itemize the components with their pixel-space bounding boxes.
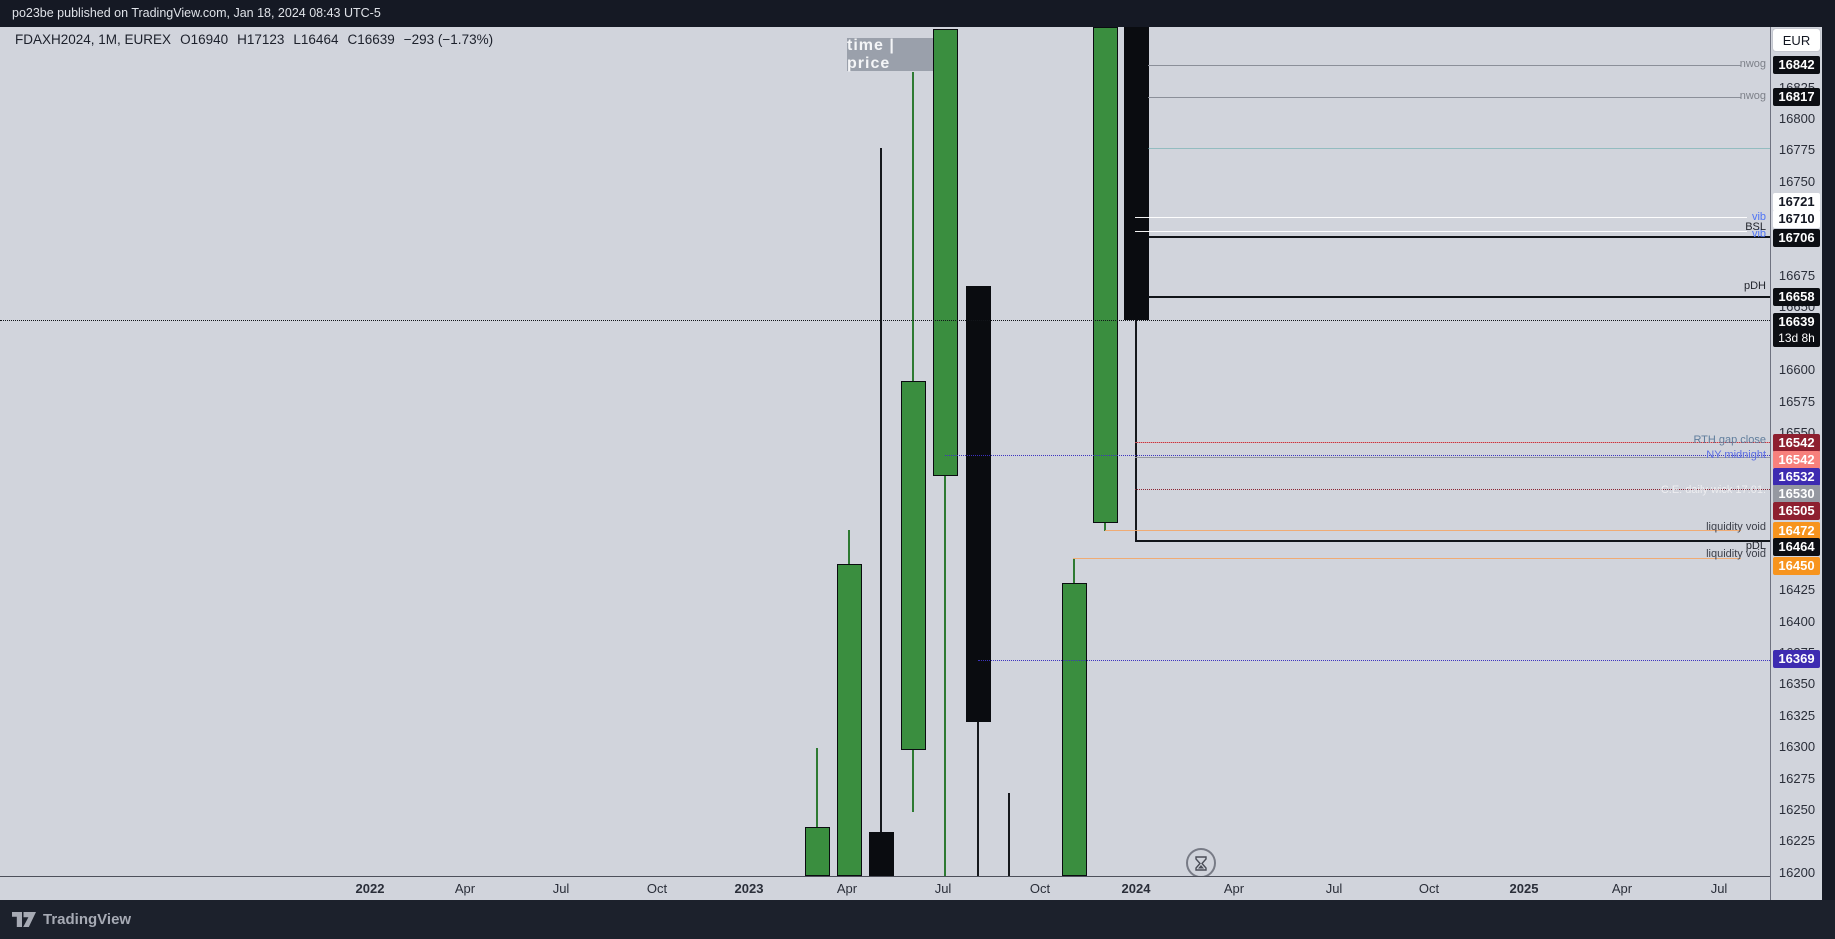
price-axis[interactable]: EUR 168251680016775167501667516650166001… (1770, 27, 1822, 900)
time-axis-label: Oct (1394, 877, 1464, 900)
countdown-text: 13d 8h (1773, 331, 1820, 345)
line-label: liquidity void (1466, 549, 1766, 560)
price-axis-tick: 16325 (1771, 708, 1823, 723)
price-badge: 1663913d 8h (1773, 313, 1820, 347)
time-axis-label: Oct (622, 877, 692, 900)
candle-body (933, 29, 958, 476)
price-badge: 16710 (1773, 210, 1820, 228)
price-axis-tick: 16225 (1771, 833, 1823, 848)
tradingview-brand[interactable]: TradingView (43, 911, 131, 928)
time-axis-label: Jul (1299, 877, 1369, 900)
line-label: RTH gap close (1466, 435, 1766, 446)
time-axis-label: 2023 (714, 877, 784, 900)
candle-wick (880, 148, 882, 876)
price-axis-tick: 16425 (1771, 582, 1823, 597)
time-axis-label: Apr (430, 877, 500, 900)
footer-bar: TradingView (0, 900, 1835, 939)
time-axis-label: 2024 (1101, 877, 1171, 900)
time-axis-label: 2025 (1489, 877, 1559, 900)
candle-body (1093, 27, 1118, 523)
price-axis-tick: 16200 (1771, 865, 1823, 880)
candle-body (869, 832, 894, 876)
price-badge: 16542 (1773, 434, 1820, 452)
price-axis-tick: 16775 (1771, 142, 1823, 157)
line-label: pDH (1466, 281, 1766, 292)
tradingview-published-chart: po23be published on TradingView.com, Jan… (0, 0, 1835, 939)
time-axis[interactable]: 2022 Apr Jul Oct 2023 Apr Jul Oct 2024 Apr Jul Oct 2… (0, 876, 1822, 900)
symbol-legend[interactable]: FDAXH2024, 1M, EUREX O16940 H17123 L16464 C1… (15, 32, 502, 47)
price-badge: 16530 (1773, 485, 1820, 503)
price-badge: 16842 (1773, 56, 1820, 74)
candle-body (805, 827, 830, 876)
currency-button[interactable]: EUR (1773, 29, 1820, 51)
price-axis-tick: 16300 (1771, 739, 1823, 754)
price-axis-tick: 16675 (1771, 268, 1823, 283)
watermark-text: time | price (847, 37, 933, 73)
publish-bar: po23be published on TradingView.com, Jan… (0, 0, 1835, 27)
price-line (1148, 148, 1770, 149)
price-axis-tick: 16275 (1771, 771, 1823, 786)
tradingview-logo-icon (12, 912, 36, 927)
price-axis-tick: 16575 (1771, 394, 1823, 409)
time-price-watermark: time | price (847, 38, 933, 71)
hourglass-icon (1195, 856, 1207, 871)
time-axis-label: Apr (1587, 877, 1657, 900)
price-badge: 16721 (1773, 193, 1820, 211)
candle-body (1062, 583, 1087, 876)
price-axis-tick: 16800 (1771, 111, 1823, 126)
price-badge: 16532 (1773, 468, 1820, 486)
price-axis-tick: 16250 (1771, 802, 1823, 817)
time-axis-label: Jul (1684, 877, 1754, 900)
price-axis-tick: 16350 (1771, 676, 1823, 691)
price-badge: 16817 (1773, 88, 1820, 106)
legend-symbol: FDAXH2024, 1M, EUREX (15, 32, 171, 47)
price-axis-tick: 16600 (1771, 362, 1823, 377)
price-badge: 16658 (1773, 288, 1820, 306)
line-label: nwog (1466, 59, 1766, 70)
time-axis-label: Apr (812, 877, 882, 900)
time-axis-label: Jul (526, 877, 596, 900)
time-axis-label: Apr (1199, 877, 1269, 900)
price-badge: 16369 (1773, 650, 1820, 668)
legend-low: L16464 (293, 32, 338, 47)
candle-body (966, 286, 991, 722)
candle-body (901, 381, 926, 750)
publish-text: po23be published on TradingView.com, Jan… (12, 6, 381, 20)
candle-body (837, 564, 862, 876)
line-label: nwog (1466, 91, 1766, 102)
currency-label: EUR (1783, 33, 1810, 48)
candle-body (1124, 27, 1149, 320)
price-axis-tick: 16400 (1771, 614, 1823, 629)
time-axis-label: Oct (1005, 877, 1075, 900)
price-badge: 16450 (1773, 557, 1820, 575)
legend-high: H17123 (237, 32, 284, 47)
price-badge: 16706 (1773, 229, 1820, 247)
chart-window: time | price nwognwogvibvibBSLpDHRTH gap… (0, 27, 1822, 900)
countdown-button[interactable] (1186, 848, 1216, 878)
time-axis-label: Jul (908, 877, 978, 900)
line-label: BSL (1466, 222, 1766, 233)
candle-wick (1008, 793, 1010, 876)
line-label: C.E. daily wick 17.01. (1466, 485, 1766, 496)
price-badge: 16505 (1773, 502, 1820, 520)
price-line (978, 660, 1770, 661)
line-label: NY midnight (1466, 450, 1766, 461)
legend-open: O16940 (180, 32, 228, 47)
price-axis-tick: 16750 (1771, 174, 1823, 189)
line-label: liquidity void (1466, 522, 1766, 533)
plot-area[interactable]: time | price nwognwogvibvibBSLpDHRTH gap… (0, 27, 1770, 876)
price-line (1148, 296, 1770, 298)
legend-close: C16639 (347, 32, 394, 47)
price-badge: 16542 (1773, 451, 1820, 469)
price-badge: 16464 (1773, 538, 1820, 556)
price-line (0, 320, 1770, 321)
legend-change: −293 (−1.73%) (404, 32, 493, 47)
time-axis-label: 2022 (335, 877, 405, 900)
